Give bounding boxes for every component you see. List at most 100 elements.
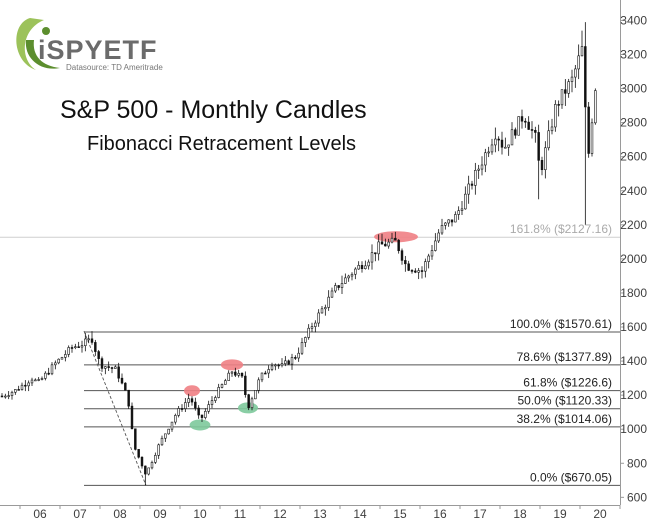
candle-body xyxy=(10,391,14,396)
axes xyxy=(0,0,621,506)
candle-body xyxy=(120,377,124,384)
candle-body xyxy=(210,400,214,405)
highlight-ellipse xyxy=(189,419,211,431)
fib-labels: 161.8% ($2127.16) 100.0% ($1570.61) 78.6% … xyxy=(510,222,612,484)
candle-body xyxy=(90,338,94,343)
chart-title: S&P 500 - Monthly Candles xyxy=(60,96,367,124)
candle-body xyxy=(354,268,357,275)
fib-label: 78.6% ($1377.89) xyxy=(517,350,612,364)
candle-body xyxy=(134,428,137,450)
candle-body xyxy=(330,290,334,298)
candle-body xyxy=(160,437,164,446)
y-tick-label: 1200 xyxy=(620,388,647,402)
candle-body xyxy=(80,345,84,348)
x-tick-label: 09 xyxy=(153,507,167,521)
candle-body xyxy=(530,129,534,131)
candle-body xyxy=(107,366,110,368)
y-tick-label: 2600 xyxy=(620,150,647,164)
candle-body xyxy=(124,382,127,391)
candle-body xyxy=(167,428,170,435)
candle-body xyxy=(77,346,80,348)
candle-body xyxy=(104,366,107,369)
candle-body xyxy=(540,160,544,171)
y-tick-label: 1600 xyxy=(620,320,647,334)
logo-subtext: Datasource: TD Ameritrade xyxy=(66,63,163,72)
y-tick-label: 1400 xyxy=(620,354,647,368)
candle-body xyxy=(420,270,424,272)
candle-body xyxy=(150,462,154,469)
candle-body xyxy=(434,240,437,251)
candle-body xyxy=(204,411,207,418)
candle-body xyxy=(584,46,587,108)
candle-body xyxy=(527,121,530,130)
candle-body xyxy=(444,222,447,226)
candle-body xyxy=(587,106,590,154)
candle-body xyxy=(564,89,567,94)
candle-body xyxy=(304,337,307,343)
candle-body xyxy=(277,364,280,367)
candle-body xyxy=(410,270,414,272)
logo: iSPYETF Datasource: TD Ameritrade xyxy=(16,18,163,72)
candle-body xyxy=(40,378,44,380)
candle-body xyxy=(367,261,370,267)
x-tick-label: 15 xyxy=(393,507,407,521)
candle-body xyxy=(447,219,450,224)
candle-body xyxy=(84,338,87,346)
candle-body xyxy=(404,260,407,265)
candle-body xyxy=(97,351,100,359)
y-tick-label: 800 xyxy=(627,456,647,470)
candle-body xyxy=(360,265,364,269)
candle-body xyxy=(544,147,547,171)
candle-body xyxy=(554,104,557,128)
candle-body xyxy=(494,138,497,146)
candle-body xyxy=(517,116,520,136)
candle-body xyxy=(244,375,247,395)
candle-body xyxy=(440,225,444,234)
candle-body xyxy=(30,379,34,384)
candle-body xyxy=(480,164,484,170)
candle-body xyxy=(317,312,320,324)
candle-body xyxy=(170,421,174,430)
candle-body xyxy=(484,152,487,166)
candle-body xyxy=(7,395,10,397)
y-axis-ticks: 600 800 1000 1200 1400 1600 1800 2000 2200 2400 26… xyxy=(620,13,647,504)
candle-body xyxy=(297,352,300,359)
candle-body xyxy=(347,275,350,279)
y-tick-label: 3000 xyxy=(620,82,647,96)
candle-body xyxy=(250,398,254,409)
candle-body xyxy=(320,308,324,314)
x-tick-label: 20 xyxy=(593,507,607,521)
candle-body xyxy=(270,365,274,370)
fib-label: 100.0% ($1570.61) xyxy=(510,317,612,331)
candle-body xyxy=(217,387,220,398)
candle-body xyxy=(337,285,340,288)
swing-lines xyxy=(83,330,147,486)
candle-body xyxy=(327,296,330,308)
candle-body xyxy=(557,104,560,106)
candle-body xyxy=(100,358,104,369)
x-axis-ticks: 06 07 08 09 10 11 12 13 14 15 16 17 18 19 20 xyxy=(19,505,621,521)
candle-body xyxy=(427,255,430,262)
candle-body xyxy=(27,382,30,387)
candle-body xyxy=(500,139,504,148)
candle-body xyxy=(257,379,260,391)
candle-body xyxy=(144,465,147,475)
candle-body xyxy=(154,455,157,463)
fib-label: 0.0% ($670.05) xyxy=(530,470,612,484)
candle-body xyxy=(454,214,457,223)
candle-body xyxy=(357,265,360,270)
candle-body xyxy=(14,389,17,393)
candle-body xyxy=(50,364,54,375)
candle-body xyxy=(207,404,210,412)
candle-body xyxy=(57,358,60,364)
candle-body xyxy=(567,81,570,94)
candle-body xyxy=(87,338,90,341)
candle-body xyxy=(117,366,120,379)
candle-body xyxy=(177,408,180,416)
candle-body xyxy=(164,433,167,439)
x-tick-label: 10 xyxy=(193,507,207,521)
candle-body xyxy=(127,389,130,407)
candle-body xyxy=(374,252,377,255)
candle-body xyxy=(377,241,380,255)
candle-body xyxy=(417,270,420,273)
